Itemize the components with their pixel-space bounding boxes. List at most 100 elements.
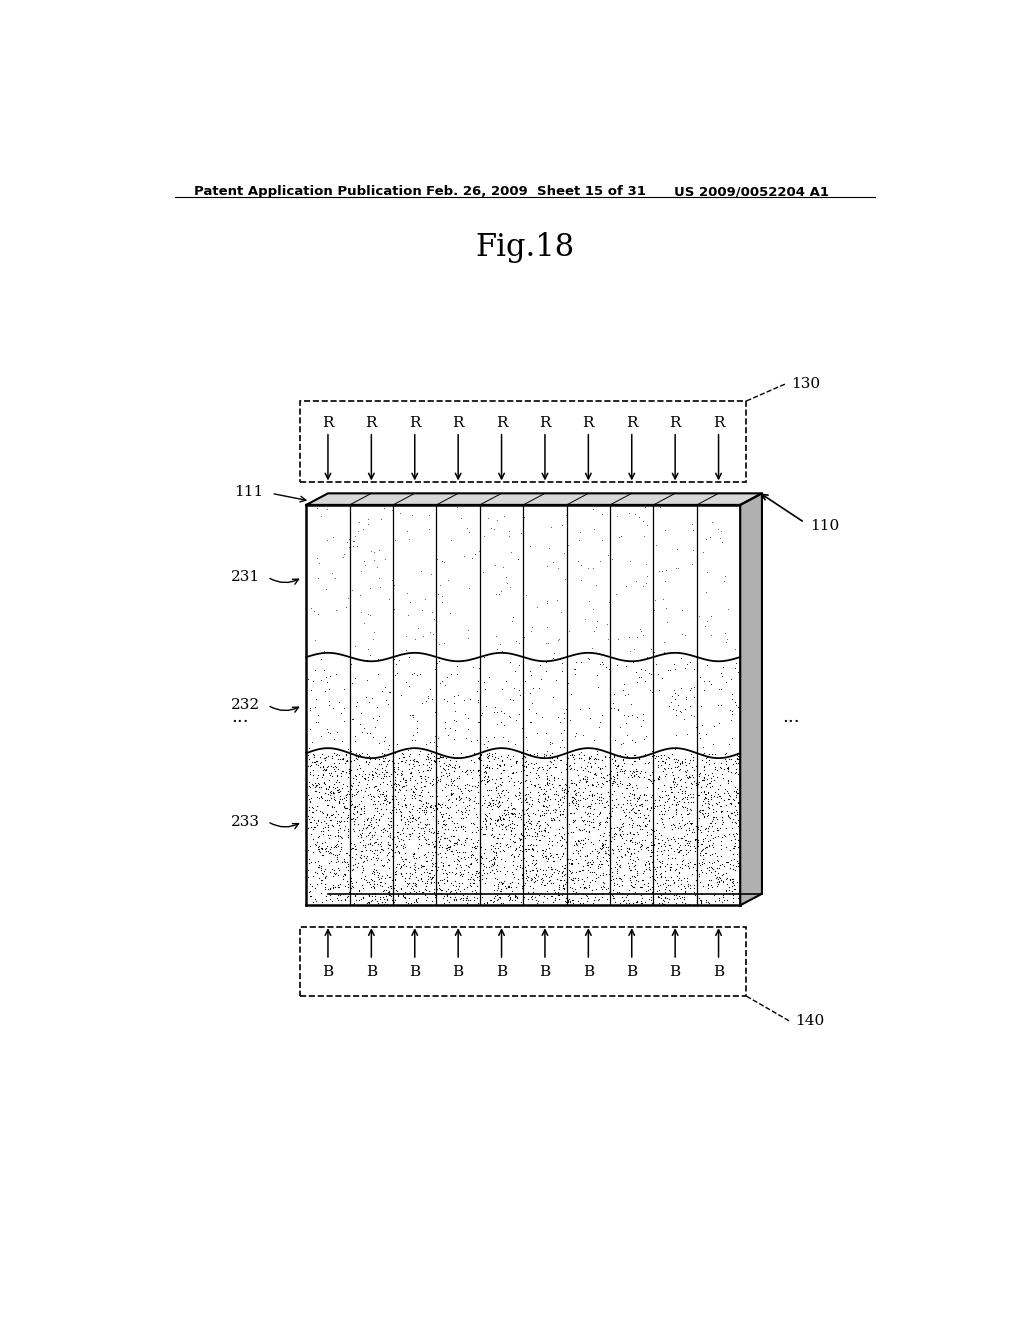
Point [527, 702, 544, 723]
Point [590, 890, 606, 911]
Point [527, 834, 544, 855]
Point [400, 746, 417, 767]
Text: B: B [583, 965, 594, 978]
Point [712, 792, 728, 813]
Point [645, 770, 662, 791]
Point [468, 883, 484, 904]
Point [707, 781, 723, 803]
Point [624, 776, 640, 797]
Point [665, 805, 681, 826]
Point [455, 890, 471, 911]
Point [330, 857, 346, 878]
Point [407, 787, 423, 808]
Point [524, 859, 541, 880]
Point [475, 525, 492, 546]
Point [362, 540, 379, 561]
Point [482, 813, 499, 834]
Point [671, 886, 687, 907]
Point [506, 845, 522, 866]
Point [449, 841, 465, 862]
Point [517, 789, 534, 810]
Point [609, 698, 626, 719]
Point [638, 880, 654, 902]
Point [672, 791, 688, 812]
Point [540, 857, 556, 878]
Point [455, 863, 471, 884]
Point [314, 821, 331, 842]
Point [305, 775, 322, 796]
Point [581, 748, 597, 770]
Point [558, 758, 574, 779]
Point [523, 789, 540, 810]
Point [581, 784, 597, 805]
Point [494, 883, 510, 904]
Point [685, 540, 701, 561]
Point [484, 854, 501, 875]
Point [310, 705, 327, 726]
Point [515, 855, 531, 876]
Point [676, 814, 692, 836]
Point [692, 781, 709, 803]
Point [583, 755, 599, 776]
Point [436, 828, 453, 849]
Point [323, 783, 339, 804]
Point [378, 689, 394, 710]
Point [478, 762, 495, 783]
Point [728, 780, 744, 801]
Point [490, 888, 507, 909]
Point [310, 810, 327, 832]
Point [573, 809, 590, 830]
Point [365, 818, 381, 840]
Point [716, 570, 732, 591]
Point [458, 890, 474, 911]
Point [354, 874, 371, 895]
Point [321, 678, 337, 700]
Point [386, 759, 402, 780]
Point [515, 626, 531, 647]
Point [373, 842, 389, 863]
Point [432, 842, 449, 863]
Point [473, 853, 489, 874]
Point [623, 694, 639, 715]
Point [390, 828, 407, 849]
Point [302, 755, 318, 776]
Point [430, 792, 446, 813]
Point [674, 599, 690, 620]
Point [575, 781, 592, 803]
Point [635, 576, 651, 597]
Point [700, 851, 717, 873]
Point [310, 854, 327, 875]
Point [557, 775, 573, 796]
Point [478, 772, 495, 793]
Point [634, 834, 650, 855]
Point [461, 788, 477, 809]
Point [345, 647, 361, 668]
Point [518, 859, 535, 880]
Point [530, 829, 547, 850]
Point [321, 795, 337, 816]
Point [513, 760, 529, 781]
Point [679, 759, 695, 780]
Point [692, 820, 709, 841]
Point [607, 796, 624, 817]
Point [466, 890, 482, 911]
Point [442, 873, 459, 894]
Point [417, 766, 433, 787]
Point [629, 814, 645, 836]
Point [492, 805, 508, 826]
Point [686, 686, 702, 708]
Point [702, 606, 719, 627]
Point [476, 793, 493, 814]
Point [400, 888, 417, 909]
Point [462, 689, 478, 710]
Point [635, 804, 651, 825]
Point [426, 821, 442, 842]
Point [404, 873, 421, 894]
Point [356, 768, 373, 789]
Point [395, 830, 412, 851]
Point [410, 813, 426, 834]
Point [529, 891, 546, 912]
Point [474, 770, 490, 791]
Point [585, 499, 601, 520]
Point [593, 789, 609, 810]
